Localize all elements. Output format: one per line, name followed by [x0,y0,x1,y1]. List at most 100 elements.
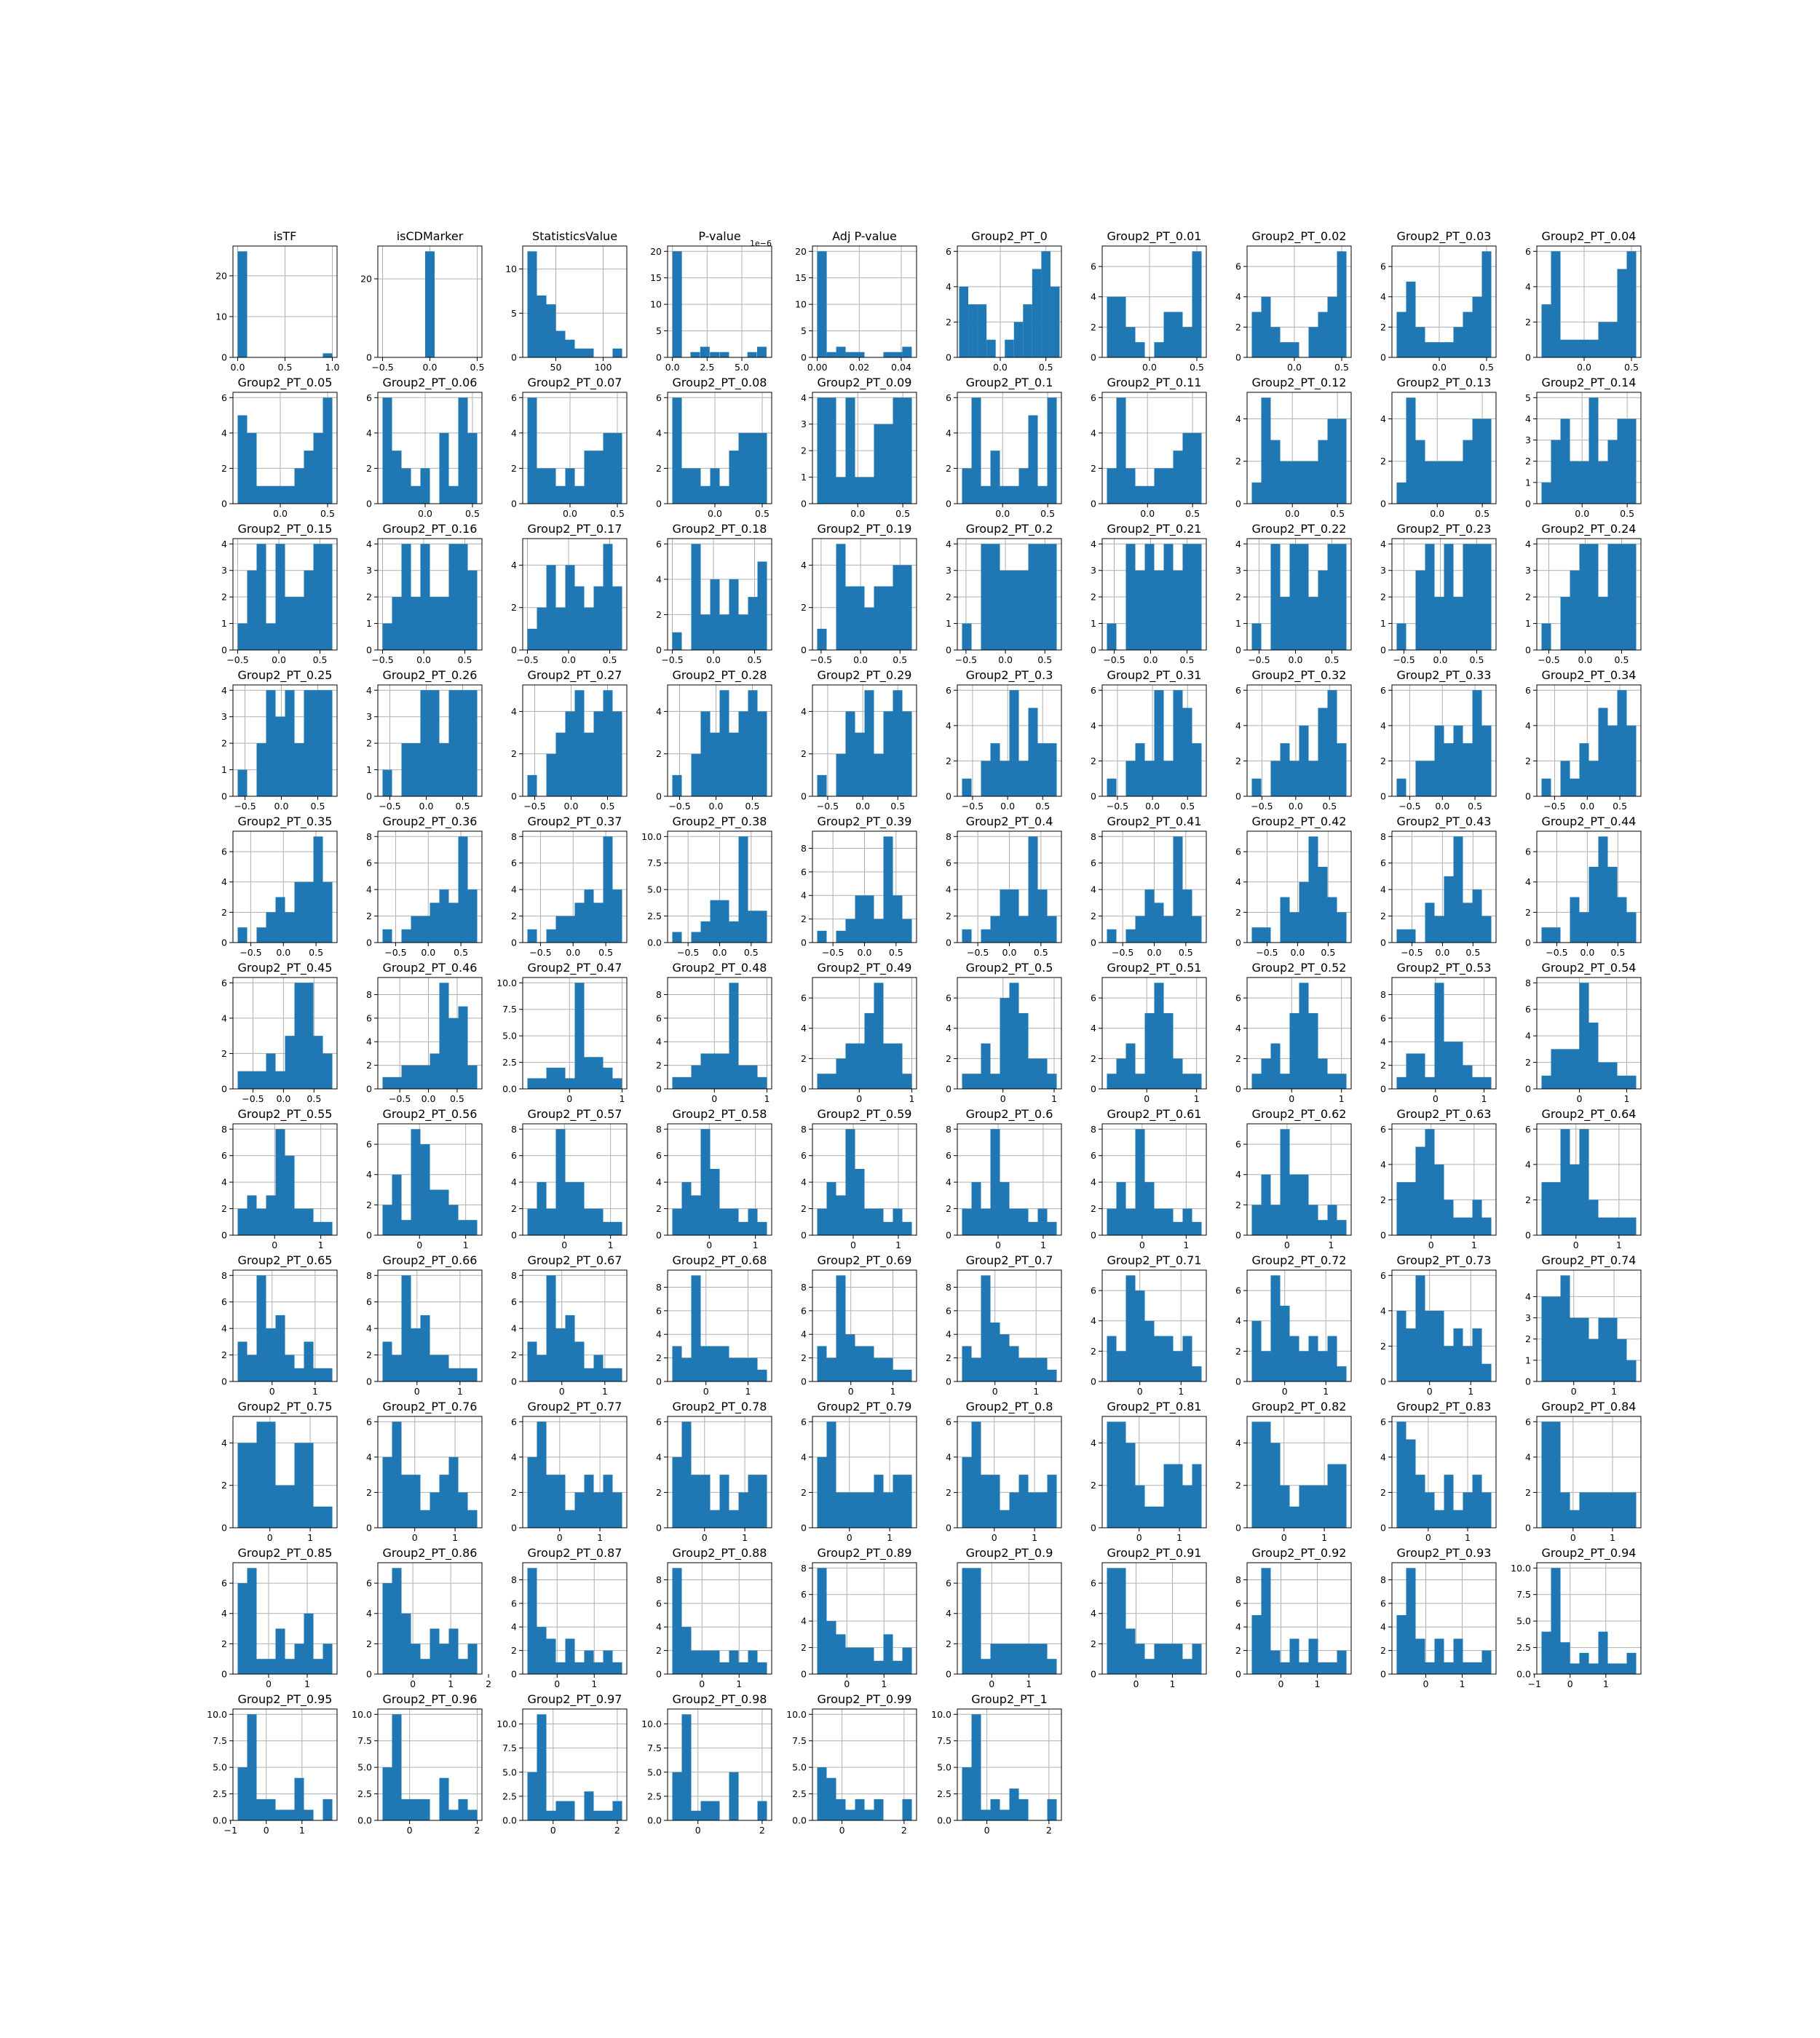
x-tick-label: −0.5 [384,947,406,958]
x-tick-label: −0.5 [240,947,261,958]
panel-title: Group2_PT_0.14 [1542,376,1637,390]
histogram-bar [1174,1351,1183,1381]
x-tick-label: 0 [1281,1532,1287,1543]
histogram-bar [1048,1659,1057,1674]
histogram-bar [1463,312,1473,357]
histogram-panel: Group2_PT_0.750 1024 [221,1400,337,1543]
x-tick-label: 0.5 [450,1093,464,1104]
y-tick-label: 2 [511,463,517,474]
histogram-bar [613,587,622,650]
histogram-bar [459,1799,468,1820]
y-tick-label: 6 [656,392,662,403]
x-tick-label: 0.5 [1179,947,1193,958]
y-tick-label: 6 [511,1150,517,1161]
histogram-bar [1318,708,1328,796]
panel-title: Group2_PT_0.95 [238,1692,333,1707]
histogram-bar [1107,468,1117,504]
histogram-bar [566,916,575,943]
histogram-bar [1435,916,1444,943]
y-tick-label: 5.0 [792,1762,807,1773]
y-tick-label: 2 [221,1048,227,1059]
histogram-bar [692,544,701,650]
histogram-bar [1164,1464,1174,1528]
y-tick-label: 6 [1091,392,1096,403]
histogram-bar [1435,597,1444,650]
histogram-bar [1029,1222,1038,1235]
x-tick-label: −0.5 [1248,654,1270,665]
y-tick-label: 2 [946,911,951,921]
histogram-bar [701,921,711,943]
x-tick-label: 0 [695,1825,701,1836]
y-tick-label: 2 [1091,463,1096,474]
histogram-bar [692,1066,701,1089]
histogram-bar [1463,1662,1473,1674]
x-tick-label: 0 [1567,1678,1573,1689]
histogram-bar [285,690,295,796]
y-tick-label: 4 [946,1451,951,1462]
y-tick-label: 0 [801,1669,807,1680]
y-tick-label: 0 [511,1376,517,1387]
histogram-bar [986,340,996,357]
y-tick-label: 1 [366,764,372,775]
histogram-panel: Group2_PT_0.830 10246 [1380,1400,1496,1543]
histogram-bar [556,486,566,504]
x-tick-label: 1 [452,1532,458,1543]
histogram-bar [594,1811,604,1820]
x-tick-label: 0.0 [713,947,727,958]
y-tick-label: 6 [1380,1270,1386,1281]
histogram-bar [1473,297,1482,357]
y-tick-label: 8 [1380,1574,1386,1585]
y-tick-label: 8 [801,1282,807,1293]
x-tick-label: 0.5 [1325,654,1340,665]
histogram-bar [537,608,547,650]
histogram-bar [1107,1422,1117,1528]
x-tick-label: 0.5 [1322,801,1337,812]
y-tick-label: 4 [221,427,227,438]
y-tick-label: 2.5 [937,1788,951,1799]
histogram-bar [440,1644,449,1674]
x-tick-label: 1 [299,1825,305,1836]
histogram-bar [748,597,758,650]
histogram-bar [402,743,411,796]
y-tick-label: 0 [1235,352,1241,363]
y-tick-label: 10.0 [1511,1563,1531,1574]
histogram-bar [836,1058,846,1089]
histogram-bar [903,711,912,796]
histogram-bar [1406,1328,1416,1381]
y-tick-label: 8 [1235,1574,1241,1585]
histogram-bar [991,544,1000,650]
histogram-bar [594,1492,604,1528]
histogram-bar [402,1475,411,1528]
histogram-bar [468,1220,478,1235]
histogram-bar [1252,1615,1262,1674]
x-tick-label: 1 [1178,1386,1184,1397]
y-tick-label: 0 [366,645,372,656]
histogram-bar [266,486,276,504]
histogram-bar [276,544,285,650]
y-tick-label: 2 [1525,907,1531,918]
histogram-bar [238,416,248,504]
histogram-bar [421,1799,430,1820]
histogram-bar [1627,1492,1637,1528]
x-tick-label: 0.5 [1190,362,1204,373]
y-tick-label: 6 [946,1578,951,1589]
histogram-bar [1425,1129,1435,1235]
histogram-bar [585,1057,594,1089]
x-tick-label: 1 [1026,1678,1032,1689]
histogram-panel: Group2_PT_0.480 102468 [656,961,772,1104]
y-tick-label: 6 [1525,1004,1531,1015]
x-tick-label: 1 [1468,1386,1473,1397]
histogram-bar [865,1209,874,1235]
histogram-bar [739,1492,748,1528]
histogram-bar [1019,1358,1029,1381]
x-tick-label: 0.5 [458,654,472,665]
histogram-panel: Group2_PT_0.680 102468 [656,1253,772,1397]
histogram-bar [1570,779,1580,796]
histogram-bar [1029,1644,1038,1674]
x-tick-label: 0 [1133,1678,1139,1689]
y-tick-label: 4 [366,1169,372,1180]
histogram-bar [1174,1464,1183,1528]
histogram-bar [903,1222,912,1235]
histogram-bar [295,468,304,504]
histogram-bar [468,1809,478,1820]
